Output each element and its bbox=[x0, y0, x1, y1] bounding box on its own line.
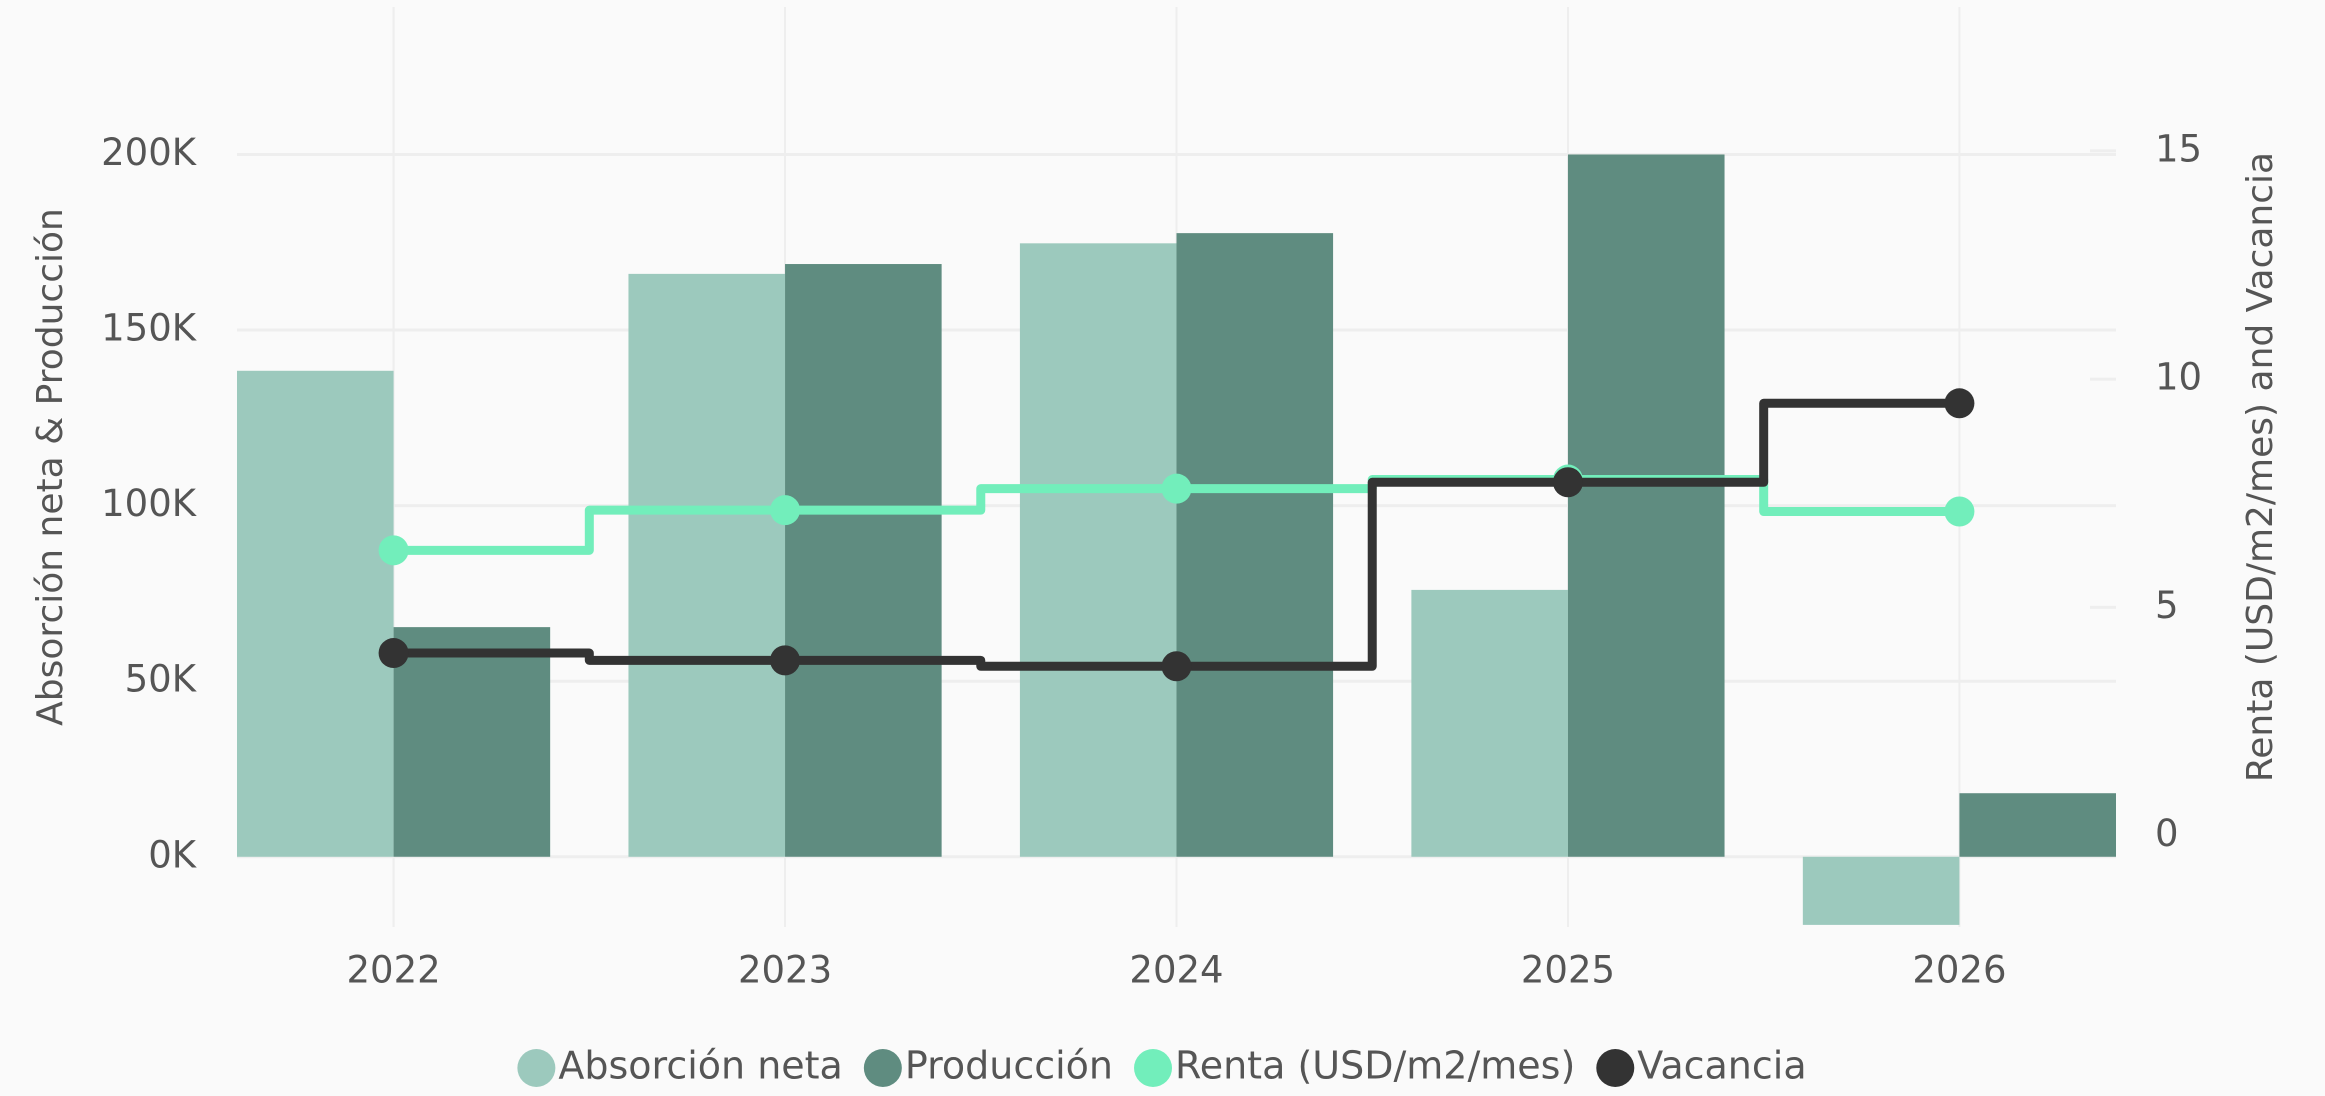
y2-tick-label: 15 bbox=[2155, 127, 2202, 170]
bar bbox=[785, 264, 942, 857]
bar bbox=[628, 273, 786, 857]
y-tick-label: 50K bbox=[125, 658, 198, 701]
y-axis-title: Absorción neta & Producción bbox=[30, 208, 71, 726]
bar bbox=[1802, 856, 1960, 925]
y-tick-label: 0K bbox=[148, 833, 198, 876]
y-tick-label: 200K bbox=[101, 131, 198, 174]
x-tick-label: 2026 bbox=[1912, 949, 2006, 992]
y2-tick-label: 5 bbox=[2155, 584, 2179, 627]
y2-axis-title: Renta (USD/m2/mes) and Vacancia bbox=[2240, 152, 2281, 782]
marker bbox=[770, 645, 801, 676]
legend: Absorción neta Producción Renta (USD/m2/me… bbox=[517, 1044, 1807, 1088]
bar bbox=[237, 370, 394, 857]
y2-tick-label: 10 bbox=[2155, 356, 2202, 399]
legend-label: Absorción neta bbox=[558, 1044, 842, 1088]
marker bbox=[770, 495, 801, 526]
marker bbox=[1161, 473, 1192, 504]
bar bbox=[1959, 793, 2116, 857]
marker bbox=[1552, 467, 1583, 498]
y2-tick-label: 0 bbox=[2155, 812, 2179, 855]
x-tick-label: 2024 bbox=[1129, 949, 1223, 992]
legend-swatch bbox=[863, 1049, 902, 1087]
marker bbox=[378, 535, 409, 566]
bar bbox=[1567, 154, 1725, 857]
marker bbox=[1161, 651, 1192, 682]
bar bbox=[1019, 243, 1177, 857]
legend-swatch bbox=[1134, 1049, 1173, 1087]
legend-swatch bbox=[1596, 1049, 1635, 1087]
legend-label: Renta (USD/m2/mes) bbox=[1175, 1044, 1575, 1088]
bar bbox=[1176, 233, 1334, 857]
legend-swatch bbox=[517, 1049, 556, 1087]
legend-label: Producción bbox=[905, 1044, 1113, 1088]
x-tick-label: 2022 bbox=[346, 949, 440, 992]
x-tick-label: 2023 bbox=[738, 949, 832, 992]
bar bbox=[393, 627, 551, 857]
y-tick-label: 150K bbox=[101, 307, 198, 350]
marker bbox=[378, 638, 409, 669]
marker bbox=[1944, 496, 1975, 527]
y-tick-label: 100K bbox=[101, 482, 198, 525]
x-tick-label: 2025 bbox=[1521, 949, 1615, 992]
marker bbox=[1944, 388, 1975, 419]
legend-label: Vacancia bbox=[1637, 1044, 1806, 1088]
bar bbox=[1411, 589, 1568, 857]
